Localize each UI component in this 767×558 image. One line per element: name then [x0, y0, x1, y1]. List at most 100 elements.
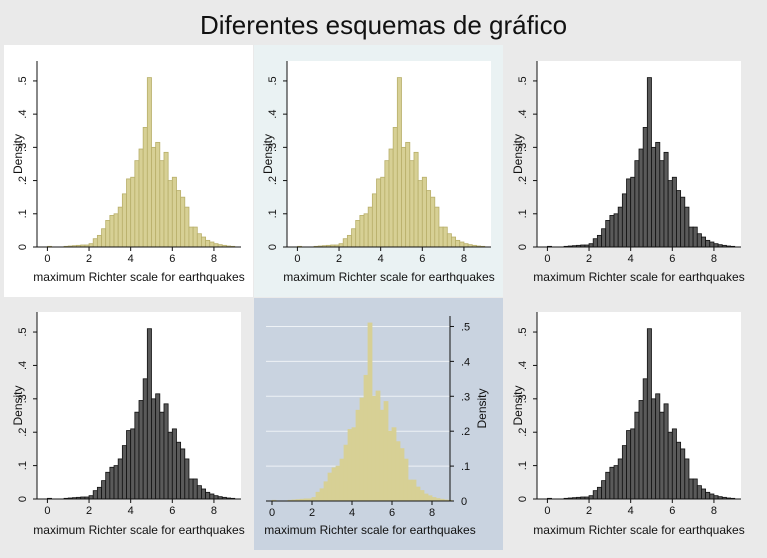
- histogram-bar: [142, 127, 148, 248]
- histogram-bar: [180, 196, 186, 248]
- page-title: Diferentes esquemas de gráfico: [199, 10, 568, 40]
- y-tick-label: .2: [517, 428, 529, 437]
- histogram-bar: [315, 491, 321, 502]
- histogram-bar: [701, 236, 707, 248]
- histogram-bar: [705, 491, 711, 500]
- histogram-bar: [109, 215, 115, 248]
- x-tick-label: 4: [128, 253, 134, 265]
- histogram-bar: [688, 478, 694, 500]
- histogram-bar: [101, 228, 107, 248]
- histogram-bar: [423, 493, 429, 502]
- histogram-bar: [347, 429, 353, 502]
- x-tick-label: 8: [429, 507, 435, 519]
- y-axis-title: Density: [261, 134, 275, 174]
- x-tick-label: 8: [211, 505, 217, 517]
- histogram-bar: [434, 206, 440, 248]
- histogram-svg: 0 2 4 6 8 .5 .4 .3 .2 .1 0 maximum Richter scale fo…: [4, 45, 253, 297]
- histogram-bar: [92, 238, 98, 248]
- histogram-bar: [438, 226, 444, 248]
- histogram-bar: [642, 127, 648, 248]
- y-tick-label: 0: [461, 496, 467, 508]
- histogram-svg: 0 2 4 6 8 .5 .4 .3 .2 .1 0 maximum Richter scale fo…: [254, 45, 503, 297]
- histogram-bar: [117, 458, 123, 500]
- histogram-bar: [163, 403, 169, 500]
- histogram-bar: [176, 441, 182, 500]
- histogram-bar: [671, 428, 677, 500]
- histogram-bar: [134, 411, 140, 500]
- histogram-bar: [417, 180, 423, 248]
- y-tick-label: .3: [517, 143, 529, 152]
- histogram-bar: [399, 448, 405, 502]
- histogram-bar: [613, 213, 619, 248]
- histogram-bar: [371, 193, 377, 248]
- histogram-bar: [151, 146, 157, 248]
- histogram-svg: 0 2 4 6 8 .5 .4 .3 .2 .1 0 maximum Richter scale fo…: [504, 45, 767, 297]
- x-tick-label: 2: [86, 505, 92, 517]
- histogram-bar: [626, 430, 632, 500]
- histogram-bar: [387, 430, 393, 502]
- histogram-bar: [101, 480, 107, 500]
- y-tick-label: .4: [267, 110, 279, 119]
- histogram-bar: [159, 411, 165, 500]
- histogram-bar: [442, 226, 448, 248]
- histogram-bar: [205, 239, 211, 248]
- x-axis-title: maximum Richter scale for earthquakes: [533, 270, 744, 284]
- histogram-bar: [355, 409, 361, 502]
- histogram-bar: [113, 465, 119, 500]
- histogram-bar: [621, 193, 627, 248]
- x-tick-label: 2: [309, 507, 315, 519]
- y-tick-label: .3: [461, 391, 470, 403]
- x-tick-label: 2: [586, 505, 592, 517]
- histogram-bar: [413, 151, 419, 248]
- histogram-bar: [680, 196, 686, 248]
- x-axis-title: maximum Richter scale for earthquakes: [533, 523, 744, 537]
- y-tick-label: .1: [17, 209, 29, 218]
- y-tick-label: .2: [17, 176, 29, 185]
- histogram-bar: [196, 485, 202, 500]
- histogram-bar: [171, 428, 177, 500]
- histogram-bar: [88, 495, 94, 500]
- y-tick-label: 0: [17, 244, 29, 250]
- x-tick-label: 2: [586, 253, 592, 265]
- x-tick-label: 4: [628, 505, 634, 517]
- y-axis-title: Density: [475, 388, 489, 428]
- histogram-bar: [411, 479, 417, 502]
- histogram-bar: [446, 233, 452, 248]
- histogram-bar: [109, 466, 115, 500]
- histogram-bar: [392, 127, 398, 248]
- histogram-bar: [335, 465, 341, 502]
- histogram-bar: [142, 378, 148, 500]
- histogram-bar: [667, 180, 673, 248]
- histogram-bar: [630, 176, 636, 248]
- x-tick-label: 6: [389, 507, 395, 519]
- histogram-bar: [430, 196, 436, 248]
- histogram-bar: [431, 497, 437, 502]
- y-axis-title: Density: [11, 385, 25, 425]
- histogram-bar: [671, 176, 677, 248]
- histogram-bar: [351, 228, 357, 248]
- y-tick-label: .1: [461, 461, 470, 473]
- histogram-bar: [630, 428, 636, 500]
- y-tick-label: .4: [517, 110, 529, 119]
- y-tick-label: .2: [517, 176, 529, 185]
- y-tick-label: .5: [517, 76, 529, 85]
- y-tick-label: .5: [517, 327, 529, 336]
- histogram-bar: [642, 378, 648, 500]
- histogram-bar: [92, 490, 98, 500]
- y-tick-label: .5: [17, 76, 29, 85]
- histogram-bar: [659, 160, 665, 248]
- histogram-bar: [634, 411, 640, 500]
- histogram-bar: [105, 471, 111, 500]
- histogram-bar: [676, 190, 682, 248]
- y-tick-label: .4: [17, 361, 29, 370]
- histogram-bar: [163, 151, 169, 248]
- x-tick-label: 0: [544, 505, 550, 517]
- histogram-bar: [667, 431, 673, 500]
- histogram-bar: [359, 397, 365, 502]
- y-axis-title: Density: [11, 134, 25, 174]
- histogram-bar: [709, 493, 715, 500]
- x-tick-label: 8: [711, 253, 717, 265]
- histogram-bar: [634, 160, 640, 248]
- histogram-bar: [105, 220, 111, 248]
- histogram-svg: 0 2 4 6 8 .5 .4 .3 .2 .1 0 maximum Richter scale fo…: [254, 298, 503, 550]
